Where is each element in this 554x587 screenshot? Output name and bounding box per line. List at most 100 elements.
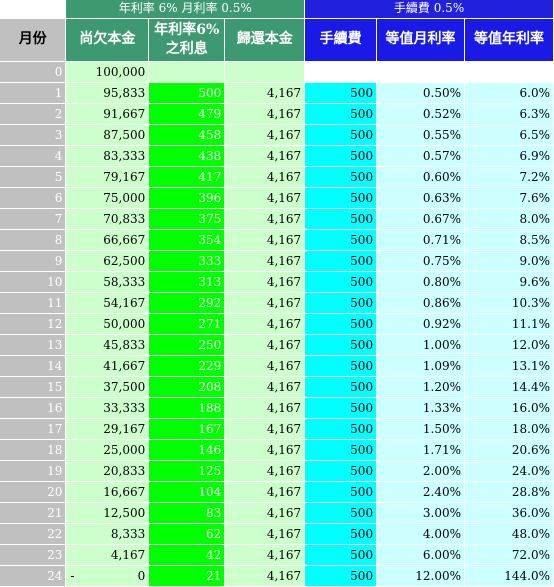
cell-owed[interactable]: 33,333 [65, 397, 150, 419]
cell-monthly[interactable]: 0.55% [376, 124, 466, 146]
cell-owed[interactable]: 50,000 [65, 313, 150, 335]
col-header-interest[interactable]: 年利率6% 之利息 [148, 18, 226, 62]
cell-interest[interactable]: 375 [148, 208, 226, 230]
cell-interest[interactable]: 42 [148, 544, 226, 566]
cell-repay[interactable]: 4,167 [224, 376, 306, 398]
cell-repay[interactable]: 4,167 [224, 418, 306, 440]
cell-annual[interactable]: 36.0% [464, 502, 554, 524]
col-header-principal-owed[interactable]: 尚欠本金 [65, 18, 150, 62]
cell-repay[interactable]: 4,167 [224, 292, 306, 314]
cell-interest[interactable]: 271 [148, 313, 226, 335]
cell-annual[interactable]: 8.5% [464, 229, 554, 251]
cell-month[interactable]: 17 [0, 418, 67, 440]
cell-month[interactable]: 11 [0, 292, 67, 314]
cell-fee[interactable]: 500 [304, 544, 378, 566]
cell-month[interactable]: 19 [0, 460, 67, 482]
cell-repay[interactable]: 4,167 [224, 166, 306, 188]
cell-interest[interactable]: 62 [148, 523, 226, 545]
cell-repay[interactable]: 4,167 [224, 208, 306, 230]
cell-month[interactable]: 14 [0, 355, 67, 377]
cell-fee[interactable]: 500 [304, 145, 378, 167]
cell-monthly[interactable]: 0.50% [376, 82, 466, 104]
cell-fee[interactable]: 500 [304, 334, 378, 356]
cell-owed[interactable]: 91,667 [65, 103, 150, 125]
cell-fee[interactable]: 500 [304, 250, 378, 272]
cell-fee[interactable]: 500 [304, 82, 378, 104]
cell-fee[interactable]: 500 [304, 376, 378, 398]
cell-fee[interactable]: 500 [304, 103, 378, 125]
cell-owed[interactable]: 83,333 [65, 145, 150, 167]
cell-monthly[interactable]: 1.50% [376, 418, 466, 440]
cell-month[interactable]: 12 [0, 313, 67, 335]
cell-annual[interactable]: 13.1% [464, 355, 554, 377]
col-header-fee[interactable]: 手續費 [304, 18, 378, 62]
cell-month[interactable]: 21 [0, 502, 67, 524]
cell-interest[interactable]: 146 [148, 439, 226, 461]
cell-monthly[interactable]: 0.60% [376, 166, 466, 188]
cell-owed[interactable]: 70,833 [65, 208, 150, 230]
cell-fee[interactable]: 500 [304, 355, 378, 377]
cell-annual[interactable]: 6.9% [464, 145, 554, 167]
cell-repay[interactable]: 4,167 [224, 103, 306, 125]
cell-month[interactable]: 2 [0, 103, 67, 125]
cell-fee[interactable]: 500 [304, 229, 378, 251]
cell-monthly[interactable]: 2.00% [376, 460, 466, 482]
cell-monthly[interactable]: 1.71% [376, 439, 466, 461]
cell-monthly[interactable]: 1.09% [376, 355, 466, 377]
cell-monthly[interactable]: 0.71% [376, 229, 466, 251]
cell-monthly[interactable]: 12.00% [376, 565, 466, 587]
cell-owed[interactable]: 62,500 [65, 250, 150, 272]
cell-interest[interactable]: 83 [148, 502, 226, 524]
cell-interest[interactable]: 479 [148, 103, 226, 125]
cell-annual[interactable]: 6.0% [464, 82, 554, 104]
cell-interest[interactable]: 313 [148, 271, 226, 293]
cell-interest[interactable]: 250 [148, 334, 226, 356]
cell-annual[interactable]: 48.0% [464, 523, 554, 545]
cell-monthly[interactable]: 0.63% [376, 187, 466, 209]
cell-month[interactable]: 8 [0, 229, 67, 251]
cell-owed[interactable]: 79,167 [65, 166, 150, 188]
cell-owed[interactable]: 100,000 [65, 61, 150, 83]
cell-owed[interactable]: 16,667 [65, 481, 150, 503]
cell-interest[interactable]: 229 [148, 355, 226, 377]
cell-month[interactable]: 20 [0, 481, 67, 503]
cell-repay[interactable]: 4,167 [224, 355, 306, 377]
cell-repay[interactable]: 4,167 [224, 502, 306, 524]
cell-annual[interactable]: 9.6% [464, 271, 554, 293]
cell-fee[interactable]: 500 [304, 292, 378, 314]
cell-monthly[interactable]: 2.40% [376, 481, 466, 503]
col-header-repay[interactable]: 歸還本金 [224, 18, 306, 62]
cell-annual[interactable]: 8.0% [464, 208, 554, 230]
cell-owed[interactable]: 54,167 [65, 292, 150, 314]
cell-annual[interactable]: 72.0% [464, 544, 554, 566]
cell-monthly[interactable] [376, 61, 466, 83]
cell-repay[interactable]: 4,167 [224, 523, 306, 545]
cell-repay[interactable]: 4,167 [224, 544, 306, 566]
cell-annual[interactable]: 10.3% [464, 292, 554, 314]
cell-repay[interactable]: 4,167 [224, 82, 306, 104]
cell-fee[interactable] [304, 61, 378, 83]
col-header-annual-rate[interactable]: 等值年利率 [464, 18, 554, 62]
cell-month[interactable]: 7 [0, 208, 67, 230]
cell-monthly[interactable]: 0.52% [376, 103, 466, 125]
cell-owed[interactable]: -0 [65, 565, 150, 587]
cell-repay[interactable]: 4,167 [224, 460, 306, 482]
cell-month[interactable]: 13 [0, 334, 67, 356]
cell-interest[interactable] [148, 61, 226, 83]
cell-monthly[interactable]: 0.75% [376, 250, 466, 272]
cell-fee[interactable]: 500 [304, 481, 378, 503]
cell-repay[interactable]: 4,167 [224, 124, 306, 146]
cell-monthly[interactable]: 1.00% [376, 334, 466, 356]
cell-owed[interactable]: 87,500 [65, 124, 150, 146]
cell-owed[interactable]: 45,833 [65, 334, 150, 356]
cell-month[interactable]: 18 [0, 439, 67, 461]
cell-monthly[interactable]: 6.00% [376, 544, 466, 566]
cell-fee[interactable]: 500 [304, 208, 378, 230]
cell-month[interactable]: 9 [0, 250, 67, 272]
col-header-month[interactable]: 月份 [0, 18, 67, 62]
cell-month[interactable]: 6 [0, 187, 67, 209]
col-header-monthly-rate[interactable]: 等值月利率 [376, 18, 466, 62]
cell-month[interactable]: 3 [0, 124, 67, 146]
cell-repay[interactable]: 4,167 [224, 229, 306, 251]
cell-owed[interactable]: 29,167 [65, 418, 150, 440]
